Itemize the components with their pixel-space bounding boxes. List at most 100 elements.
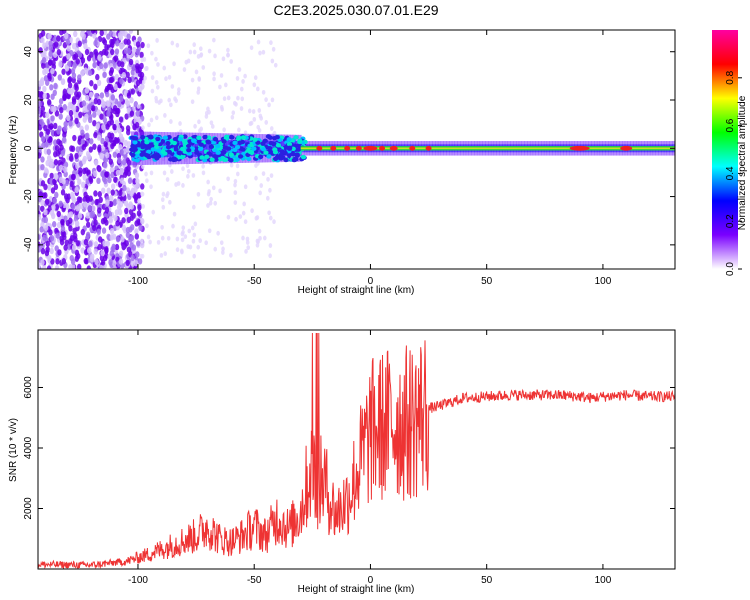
spectrogram-cell	[96, 79, 102, 87]
spectrogram-cell	[63, 125, 68, 132]
spectrogram-cell	[38, 205, 41, 212]
snr-x-label: Height of straight line (km)	[298, 584, 415, 595]
spectrogram-cell	[105, 91, 110, 98]
spectrogram-cell	[118, 250, 124, 257]
spectrogram-cell	[140, 135, 146, 140]
spectrogram-cell	[103, 254, 108, 262]
spectrogram-cell	[73, 30, 78, 38]
spectrogram-cell	[74, 84, 79, 92]
spectrogram-cell	[233, 200, 238, 205]
spectrogram-cell	[255, 242, 260, 248]
spectrogram-cell	[59, 30, 64, 36]
spectrogram-cell	[330, 145, 337, 151]
spectrogram-cell	[255, 86, 260, 92]
spectrogram-cell	[409, 145, 416, 151]
spectrogram-cell	[102, 240, 107, 247]
spectrogram-cell	[93, 190, 98, 197]
spectrogram-cell	[251, 109, 256, 114]
spectrogram-cell	[60, 225, 66, 232]
spectrogram-cell	[160, 235, 165, 241]
spectrogram-cell	[115, 235, 121, 243]
spectrogram-cell	[140, 183, 145, 190]
spectrogram-cell	[192, 253, 196, 259]
spectrogram-cell	[96, 177, 101, 185]
spectrogram-cell	[235, 76, 240, 81]
spectrogram-cell	[316, 145, 323, 151]
spectrogram-cell	[38, 246, 42, 253]
spectrogram-cell	[77, 51, 83, 58]
spectrogram-cell	[219, 73, 224, 78]
spectrogram-cell	[56, 138, 61, 145]
spectrogram-cell	[55, 258, 60, 265]
spectrogram-cell	[40, 36, 45, 44]
spectrogram-cell	[109, 67, 115, 74]
spectrogram-cell	[134, 172, 140, 179]
spectrogram-cell	[191, 138, 197, 143]
spectrogram-cell	[40, 259, 45, 266]
spectrogram-cell	[96, 98, 102, 106]
spectrogram-x-ticks: -100 -50 0 50 100	[128, 30, 612, 287]
spectrogram-cell	[56, 35, 61, 42]
spectrogram-cell	[174, 182, 178, 187]
spectrogram-cell	[154, 156, 160, 161]
spectrogram-cell	[148, 135, 154, 140]
spectrogram-cell	[257, 108, 262, 113]
spectrogram-cell	[47, 72, 52, 80]
spectrogram-cell	[425, 145, 432, 151]
x-tick-label: 100	[595, 276, 612, 287]
spectrogram-cell	[268, 140, 274, 146]
spectrogram-cell	[59, 235, 64, 242]
spectrogram-cell	[139, 238, 144, 244]
spectrogram-cell	[129, 190, 134, 197]
spectrogram-cell	[228, 152, 234, 157]
colorbar-tick-label: 0.8	[725, 70, 736, 84]
spectrogram-cell	[41, 265, 47, 269]
spectrogram-cell	[166, 235, 171, 241]
spectrogram-cell	[231, 110, 236, 116]
spectrogram-cell	[125, 259, 130, 267]
spectrogram-cell	[82, 155, 87, 163]
spectrogram-cell	[45, 240, 50, 248]
spectrogram-cell	[213, 157, 219, 162]
spectrogram-cell	[293, 135, 299, 140]
spectrogram-cell	[108, 76, 114, 84]
spectrogram-cell	[101, 227, 107, 234]
spectrogram-cell	[231, 140, 235, 157]
spectrogram-cell	[300, 147, 675, 150]
spectrogram-cell	[258, 50, 262, 56]
spectrogram-cell	[88, 91, 94, 98]
spectrogram-cell	[170, 169, 174, 174]
spectrogram-cell	[124, 166, 129, 174]
spectrogram-cell	[235, 171, 240, 177]
spectrogram-cell	[108, 158, 114, 165]
spectrogram-cell	[44, 249, 50, 257]
spectrogram-cell	[154, 56, 158, 62]
spectrogram-cell	[140, 140, 146, 145]
spectrogram-cell	[229, 252, 233, 258]
spectrogram-cell	[86, 265, 92, 269]
spectrogram-cell	[94, 92, 99, 100]
spectrogram-cell	[201, 65, 206, 70]
spectrogram-cell	[258, 113, 263, 119]
spectrogram-cell	[212, 37, 216, 43]
spectrogram-cell	[258, 154, 264, 160]
spectrogram-cell	[243, 219, 248, 225]
spectrogram-cell	[43, 192, 48, 199]
spectrogram-cell	[141, 125, 145, 131]
spectrogram-cell	[86, 153, 92, 161]
spectrogram-cell	[87, 104, 92, 111]
spectrogram-cell	[69, 145, 74, 152]
spectrogram-cell	[87, 69, 93, 77]
spectrogram-cell	[38, 101, 42, 108]
spectrogram-cell	[363, 145, 378, 151]
spectrogram-cell	[78, 196, 83, 204]
spectrogram-cell	[185, 163, 190, 169]
spectrogram-cell	[148, 239, 152, 245]
spectrogram-cell	[71, 43, 77, 50]
spectrogram-cell	[130, 152, 136, 158]
spectrogram-cell	[240, 135, 247, 140]
spectrogram-cell	[209, 196, 213, 202]
spectrogram-cell	[134, 228, 139, 235]
spectrogram-cell	[145, 223, 149, 229]
spectrogram-cell	[40, 163, 45, 171]
